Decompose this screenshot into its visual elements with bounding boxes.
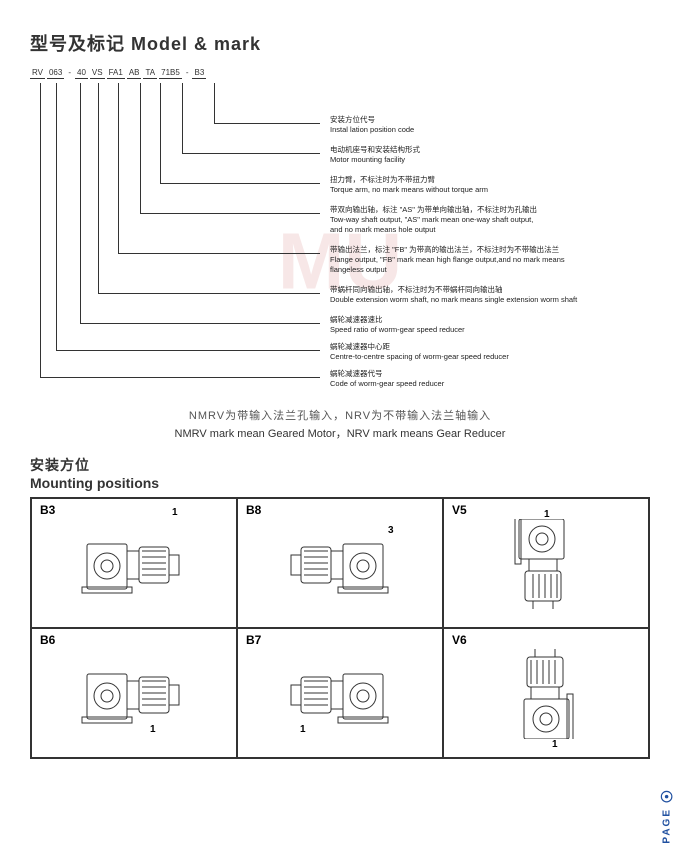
code-segment: 40 [75,68,88,79]
callout-hline [56,350,320,351]
callout-description: 带输出法兰，标注 "FB" 为带高的输出法兰，不标注时为不带输出法兰Flange… [330,245,660,275]
callout-vline [140,83,141,213]
callout-zh: 带双向输出轴，标注 "AS" 为带单向输出轴，不标注时为孔输出 [330,205,660,215]
mounting-grid: B3 1 B83 [30,497,650,759]
mount-drawing [278,649,398,744]
callout-zh: 扭力臂，不标注时为不带扭力臂 [330,175,660,185]
code-segment: AB [127,68,142,79]
code-segment: TA [143,68,157,79]
callout-zh: 蜗轮减速器速比 [330,315,660,325]
code-segment: - [184,68,191,79]
gear-icon [660,790,674,804]
mount-label: V6 [452,633,467,647]
callout-zh: 蜗轮减速器代号 [330,369,660,379]
callout-vline [56,83,57,350]
mount-drawing [484,519,604,614]
side-brand-label: EUGENE PAGE [660,790,674,850]
callout-zh: 安装方位代号 [330,115,660,125]
mount-cell: V51 [443,498,649,628]
mount-drawing [72,519,192,614]
mount-drawing [72,649,192,744]
callout-description: 电动机座号和安装结构形式Motor mounting facility [330,145,660,165]
callout-vline [214,83,215,123]
code-segment: 71B5 [159,68,182,79]
callout-diagram: MU 安装方位代号Instal lation position code电动机座… [30,83,650,403]
callout-en: Centre-to-centre spacing of worm-gear sp… [330,352,660,362]
callout-vline [80,83,81,323]
mount-title-en: Mounting positions [30,475,650,491]
mount-label: B3 [40,503,55,517]
mount-cell: B71 [237,628,443,758]
callout-hline [140,213,320,214]
callout-zh: 蜗轮减速器中心距 [330,342,660,352]
callout-vline [40,83,41,377]
mount-title-zh: 安装方位 [30,455,650,475]
callout-description: 安装方位代号Instal lation position code [330,115,660,135]
mount-cell: V61 [443,628,649,758]
side-brand-text: EUGENE PAGE [662,808,673,850]
callout-description: 蜗轮减速器中心距Centre-to-centre spacing of worm… [330,342,660,362]
callout-vline [160,83,161,183]
callout-hline [40,377,320,378]
callout-hline [80,323,320,324]
callout-hline [118,253,320,254]
callout-en: Speed ratio of worm-gear speed reducer [330,325,660,335]
callout-zh: 带蜗杆同向输出轴，不标注时为不带蜗杆同向输出轴 [330,285,660,295]
callout-description: 蜗轮减速器代号Code of worm-gear speed reducer [330,369,660,389]
code-segment: B3 [192,68,206,79]
mount-cell: B83 [237,498,443,628]
callout-hline [214,123,320,124]
callout-zh: 电动机座号和安装结构形式 [330,145,660,155]
page: 型号及标记 Model & mark RV063-40VSFA1ABTA71B5… [0,0,680,850]
code-segment: VS [90,68,105,79]
callout-hline [160,183,320,184]
callout-description: 蜗轮减速器速比Speed ratio of worm-gear speed re… [330,315,660,335]
callout-description: 带双向输出轴，标注 "AS" 为带单向输出轴，不标注时为孔输出Tow-way s… [330,205,660,235]
callout-hline [98,293,320,294]
mount-label: B7 [246,633,261,647]
code-segment: RV [30,68,45,79]
callout-en: Torque arm, no mark means without torque… [330,185,660,195]
mount-cell: B61 [31,628,237,758]
mount-annotation-num: 1 [172,507,178,518]
mount-label: B6 [40,633,55,647]
nmrv-note-zh: NMRV为带输入法兰孔输入，NRV为不带输入法兰轴输入 [30,407,650,423]
callout-vline [182,83,183,153]
mount-drawing [484,649,604,744]
section-title: 型号及标记 Model & mark [30,30,650,56]
callout-hline [182,153,320,154]
callout-zh: 带输出法兰，标注 "FB" 为带高的输出法兰，不标注时为不带输出法兰 [330,245,660,255]
callout-en: Motor mounting facility [330,155,660,165]
model-code-row: RV063-40VSFA1ABTA71B5-B3 [30,68,650,79]
code-segment: 063 [47,68,64,79]
callout-vline [98,83,99,293]
code-segment: FA1 [107,68,125,79]
callout-vline [118,83,119,253]
callout-en: Tow-way shaft output, "AS" mark mean one… [330,215,660,235]
callout-description: 带蜗杆同向输出轴，不标注时为不带蜗杆同向输出轴Double extension … [330,285,660,305]
nmrv-note-en: NMRV mark mean Geared Motor，NRV mark mea… [30,425,650,441]
callout-en: Flange output, "FB" mark mean high flang… [330,255,660,275]
mount-label: B8 [246,503,261,517]
mount-cell: B3 1 [31,498,237,628]
mount-label: V5 [452,503,467,517]
callout-description: 扭力臂，不标注时为不带扭力臂Torque arm, no mark means … [330,175,660,195]
code-segment: - [66,68,73,79]
callout-en: Instal lation position code [330,125,660,135]
mount-drawing [278,519,398,614]
callout-en: Code of worm-gear speed reducer [330,379,660,389]
callout-en: Double extension worm shaft, no mark mea… [330,295,660,305]
